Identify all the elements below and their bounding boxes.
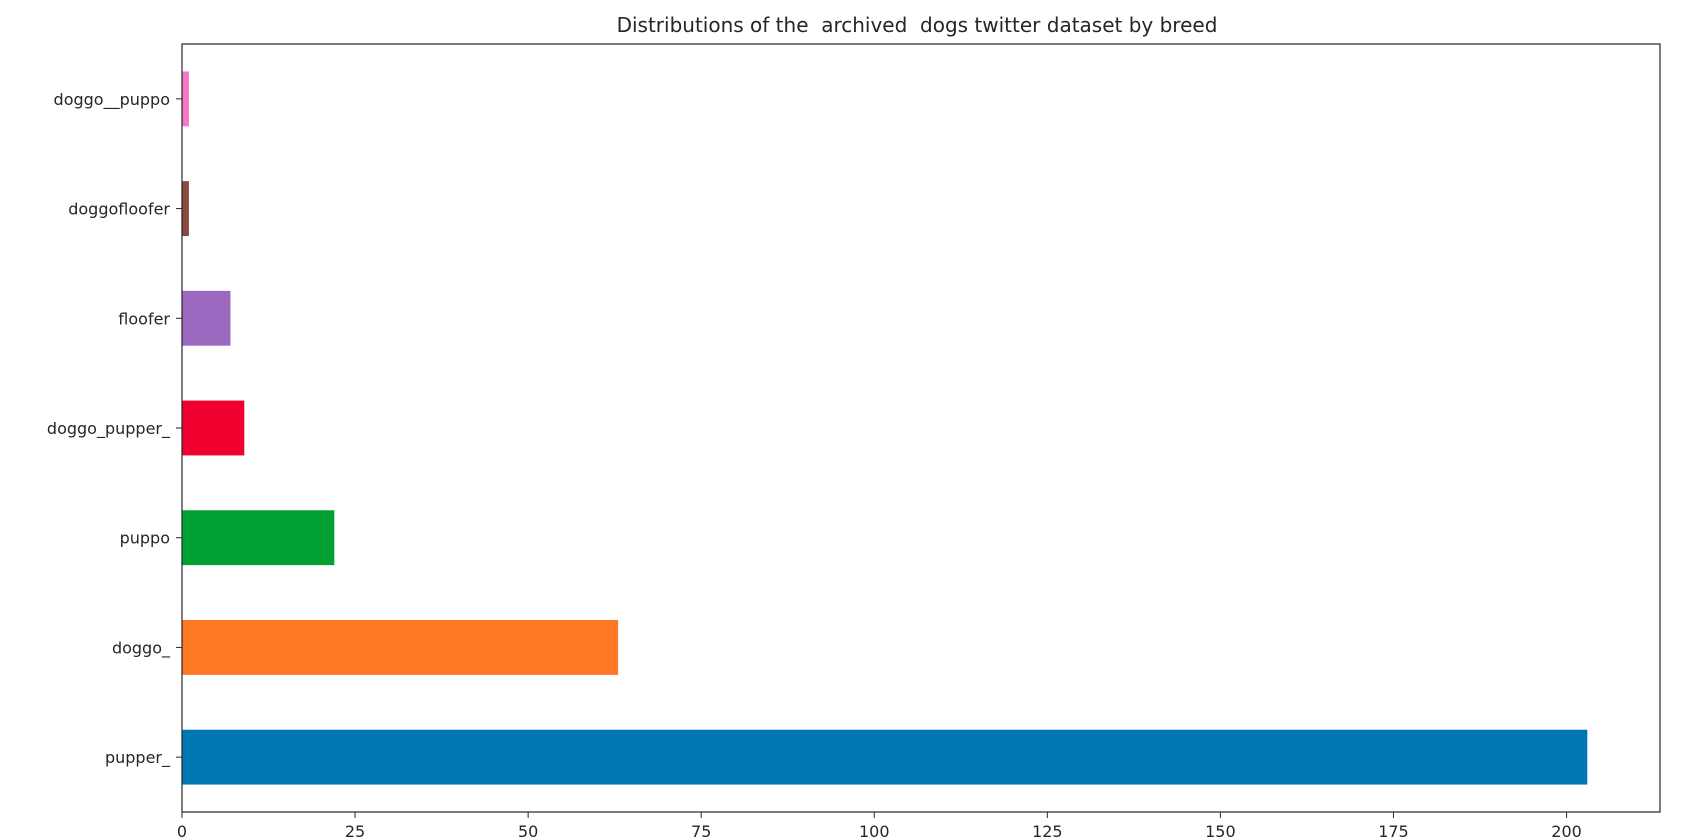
y-tick-label: pupper_ [105,748,171,768]
x-tick-label: 175 [1378,822,1409,840]
x-tick-label: 25 [345,822,365,840]
bar-doggo_pupper_ [182,400,245,456]
x-tick-label: 50 [518,822,538,840]
bar-doggo__puppo [182,71,189,127]
x-tick-label: 150 [1205,822,1236,840]
y-tick-label: floofer [118,309,170,328]
bar-doggofloofer [182,181,189,236]
x-tick-label: 100 [859,822,890,840]
chart-title: Distributions of the archived dogs twitt… [617,13,1218,37]
y-tick-label: doggofloofer [68,200,170,219]
y-tick-label: puppo [120,529,170,548]
y-tick-label: doggo_pupper_ [47,419,171,439]
x-tick-label: 0 [177,822,187,840]
x-tick-label: 200 [1551,822,1582,840]
x-axis: 0 25 50 75 100 125 150 175 200 [177,812,1582,840]
y-tick-label: doggo__puppo [54,90,170,110]
x-tick-label: 125 [1032,822,1063,840]
bars-group [182,71,1588,785]
y-tick-label: doggo_ [112,638,171,658]
bar-floofer [182,290,231,346]
bar-puppo [182,510,335,566]
x-tick-label: 75 [691,822,711,840]
y-axis: pupper_ doggo_ puppo doggo_pupper_ floofer do… [47,90,182,768]
bar-doggo_ [182,620,619,675]
bar-pupper_ [182,729,1588,785]
plot-frame [181,43,1661,813]
